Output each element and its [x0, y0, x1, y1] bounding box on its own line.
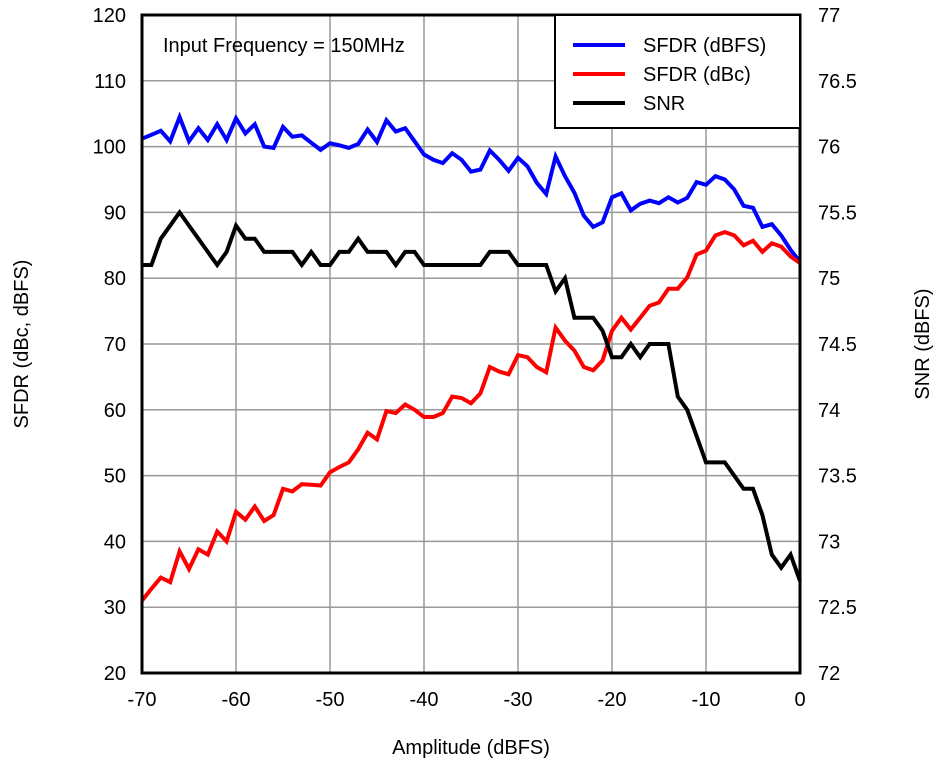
y2-tick-label: 76.5 [818, 71, 857, 93]
annotation: Input Frequency = 150MHz [163, 35, 405, 57]
y-tick-label: 30 [104, 597, 126, 619]
x-tick-label: -40 [410, 689, 439, 711]
x-tick-labels: -70 -60 -50 -40 -30 -20 -10 0 [128, 689, 806, 711]
y2-tick-label: 72 [818, 663, 840, 685]
y2-tick-label: 74 [818, 400, 840, 422]
y2-tick-label: 77 [818, 5, 840, 27]
y-tick-label: 70 [104, 334, 126, 356]
x-tick-label: -70 [128, 689, 157, 711]
x-tick-label: -20 [598, 689, 627, 711]
x-axis-label: Amplitude (dBFS) [392, 737, 550, 759]
x-tick-label: -50 [316, 689, 345, 711]
y-tick-label: 80 [104, 268, 126, 290]
y2-tick-label: 73 [818, 531, 840, 553]
y2-tick-label: 75 [818, 268, 840, 290]
y-tick-label: 20 [104, 663, 126, 685]
series-line-snr [142, 208, 802, 582]
x-tick-label: -30 [504, 689, 533, 711]
y2-axis-label: SNR (dBFS) [912, 288, 934, 399]
y2-tick-label: 73.5 [818, 466, 857, 488]
x-tick-label: -10 [692, 689, 721, 711]
y2-tick-label: 76 [818, 137, 840, 159]
legend: SFDR (dBFS) SFDR (dBc) SNR [554, 14, 801, 129]
y-tick-label: 50 [104, 466, 126, 488]
y2-tick-label: 75.5 [818, 202, 857, 224]
series-lines [140, 111, 802, 602]
legend-box [554, 14, 801, 129]
y-axis-label: SFDR (dBc, dBFS) [11, 260, 33, 429]
y-tick-label: 40 [104, 531, 126, 553]
y-tick-label: 60 [104, 400, 126, 422]
legend-label: SFDR (dBFS) [643, 35, 766, 57]
y2-tick-labels: 72 72.5 73 73.5 74 74.5 75 75.5 76 76.5 77 [818, 5, 857, 685]
x-tick-label: -60 [222, 689, 251, 711]
y-tick-label: 120 [93, 5, 126, 27]
y-tick-label: 90 [104, 202, 126, 224]
y2-tick-label: 72.5 [818, 597, 857, 619]
plot-frame [140, 13, 802, 675]
x-tick-label: 0 [794, 689, 805, 711]
series-line-sfdr-dbc [140, 229, 802, 602]
legend-label: SFDR (dBc) [643, 64, 751, 86]
y2-tick-label: 74.5 [818, 334, 857, 356]
y-tick-label: 100 [93, 137, 126, 159]
y-tick-label: 110 [94, 71, 126, 93]
legend-label: SNR [643, 93, 685, 115]
y-tick-labels: 20 30 40 50 60 70 80 90 100 110 120 [93, 5, 126, 685]
series-line-sfdr-dbfs [141, 111, 802, 264]
